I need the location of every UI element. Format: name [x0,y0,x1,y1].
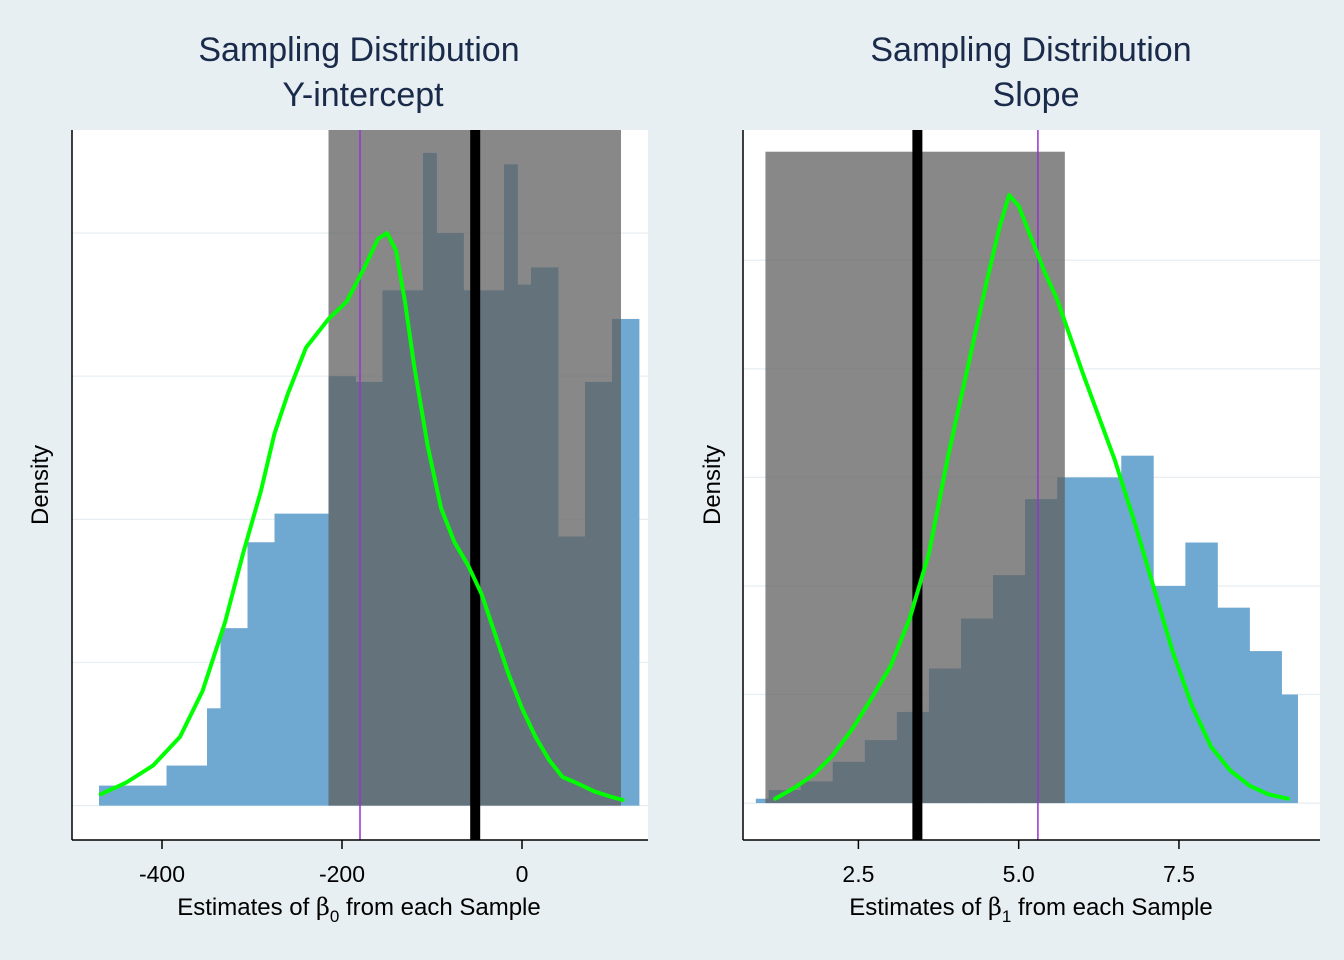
density-curve [98,231,625,802]
chart-title-line1: Sampling Distribution [870,31,1191,69]
x-tick-label: 7.5 [1163,861,1195,887]
histogram-bar [180,765,194,806]
histogram-bar [301,513,316,806]
histogram-bar [755,798,770,804]
histogram-bar [1089,477,1106,804]
histogram-bar [166,765,181,806]
histogram-bar [193,765,208,806]
histogram-bar [207,708,221,806]
x-ticks: -400 -200 0 [139,840,528,887]
x-tick-label: 2.5 [842,861,874,887]
histogram-bar [1233,607,1250,804]
histogram-bar [625,318,640,806]
x-tick-label: 5.0 [1003,861,1035,887]
panel-slope: Sampling Distribution Slope 2.5 5.0 7.5 Es… [699,31,1320,926]
histogram-bar [112,785,127,806]
histogram-bar [139,785,154,806]
y-axis-label: Density [699,445,726,525]
y-axis-label: Density [27,445,54,525]
histogram-bar [126,785,140,806]
x-tick-label: 0 [516,861,529,887]
histogram-bar [1249,651,1266,804]
x-axis-label: Estimates of β0 from each Sample [177,893,540,926]
histogram-bar [1169,585,1186,804]
chart-title-line2: Y-intercept [282,76,444,114]
x-axis-label: Estimates of β1 from each Sample [849,893,1212,926]
chart-title-line2: Slope [993,76,1080,114]
panel-y-intercept: Sampling Distribution Y-intercept -400 -2… [27,31,648,926]
histogram-bar [1201,542,1218,804]
x-tick-label: -400 [139,861,185,887]
histogram-bar [1121,455,1138,804]
reference-lines [359,130,481,840]
reference-lines [912,130,1039,840]
histogram-bar [1137,455,1154,804]
histogram-bar [288,513,302,806]
chart-title-line1: Sampling Distribution [198,31,519,69]
histogram-bar [1105,477,1122,804]
histogram-bar [1281,694,1298,804]
density-curve [773,193,1290,801]
histogram-bar [234,628,248,806]
histogram-bar [247,542,262,806]
histogram-bar [1153,585,1170,804]
histogram-bar [1073,477,1090,804]
density-curve-group [98,231,625,802]
histogram-bar [261,542,275,806]
histogram-bar [1217,607,1234,804]
density-curve-group [773,193,1290,801]
histogram-bar [153,785,167,806]
histogram-bar [220,628,235,806]
histogram-bar [1265,651,1282,804]
x-ticks: 2.5 5.0 7.5 [842,840,1195,887]
histogram-bar [1185,542,1202,804]
x-tick-label: -200 [319,861,365,887]
histogram-bar [315,513,329,806]
histogram-bar [274,513,289,806]
